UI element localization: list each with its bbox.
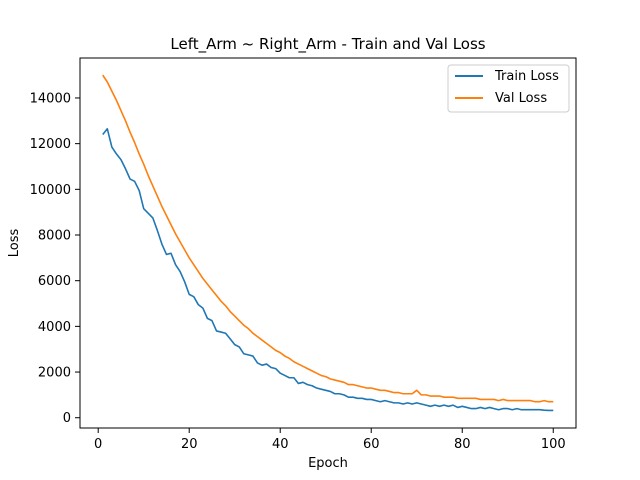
x-tick-label: 0 [94, 437, 102, 452]
y-tick-label: 6000 [38, 274, 71, 289]
val-loss-line [102, 74, 554, 403]
x-axis: 0 20 40 60 80 100 [94, 428, 566, 452]
y-tick-label: 2000 [38, 366, 71, 381]
x-axis-label: Epoch [308, 456, 348, 471]
y-axis: 0 2000 4000 6000 8000 10000 12000 14000 [30, 91, 80, 426]
x-tick-label: 60 [363, 437, 380, 452]
axes-frame [79, 57, 577, 429]
legend-val-label: Val Loss [495, 91, 547, 106]
plot-area [102, 74, 554, 412]
legend-train-label: Train Loss [494, 69, 559, 84]
legend: Train Loss Val Loss [447, 64, 570, 113]
x-tick-label: 20 [181, 437, 198, 452]
x-tick-label: 40 [272, 437, 289, 452]
y-tick-label: 4000 [38, 320, 71, 335]
y-axis-label: Loss [7, 229, 22, 258]
train-loss-line [102, 128, 554, 412]
y-tick-label: 10000 [30, 183, 71, 198]
chart-title: Left_Arm ~ Right_Arm - Train and Val Los… [170, 35, 485, 54]
y-tick-label: 8000 [38, 229, 71, 244]
x-tick-label: 80 [454, 437, 471, 452]
y-tick-label: 14000 [30, 91, 71, 106]
x-tick-label: 100 [541, 437, 566, 452]
y-tick-label: 0 [63, 411, 71, 426]
y-tick-label: 12000 [30, 137, 71, 152]
